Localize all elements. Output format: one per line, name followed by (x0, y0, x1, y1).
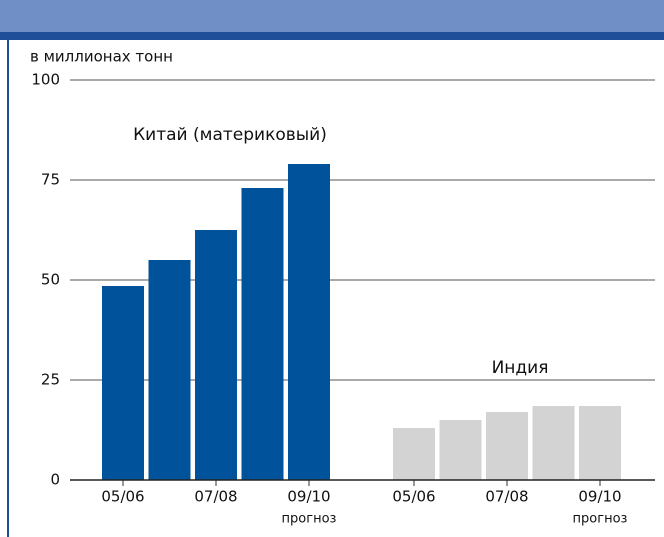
bar (195, 230, 237, 480)
bar (532, 406, 575, 480)
bar (579, 406, 621, 480)
forecast-note: прогноз (282, 512, 337, 527)
y-tick-label: 100 (31, 71, 60, 89)
bar (486, 412, 528, 480)
y-tick-label: 50 (41, 271, 60, 289)
y-tick-label: 25 (41, 371, 60, 389)
x-tick-label: 05/06 (392, 488, 435, 506)
y-axis-label: в миллионах тонн (30, 48, 173, 66)
x-tick-label: 07/08 (485, 488, 528, 506)
bar (148, 260, 191, 480)
bar (241, 188, 284, 480)
header-band (0, 0, 664, 32)
forecast-note: прогноз (573, 512, 628, 527)
y-tick-label: 75 (41, 171, 60, 189)
x-tick-label: 07/08 (194, 488, 237, 506)
bar (288, 164, 330, 480)
x-tick-label: 09/10 (578, 488, 621, 506)
header-stripe (0, 32, 664, 40)
bar (439, 420, 482, 480)
series-label: Китай (материковый) (133, 125, 327, 145)
bar (393, 428, 435, 480)
series-label: Индия (492, 358, 549, 378)
bar (102, 286, 144, 480)
left-border (7, 40, 9, 537)
x-tick-label: 09/10 (287, 488, 330, 506)
x-tick-label: 05/06 (101, 488, 144, 506)
y-tick-label: 0 (50, 471, 60, 489)
